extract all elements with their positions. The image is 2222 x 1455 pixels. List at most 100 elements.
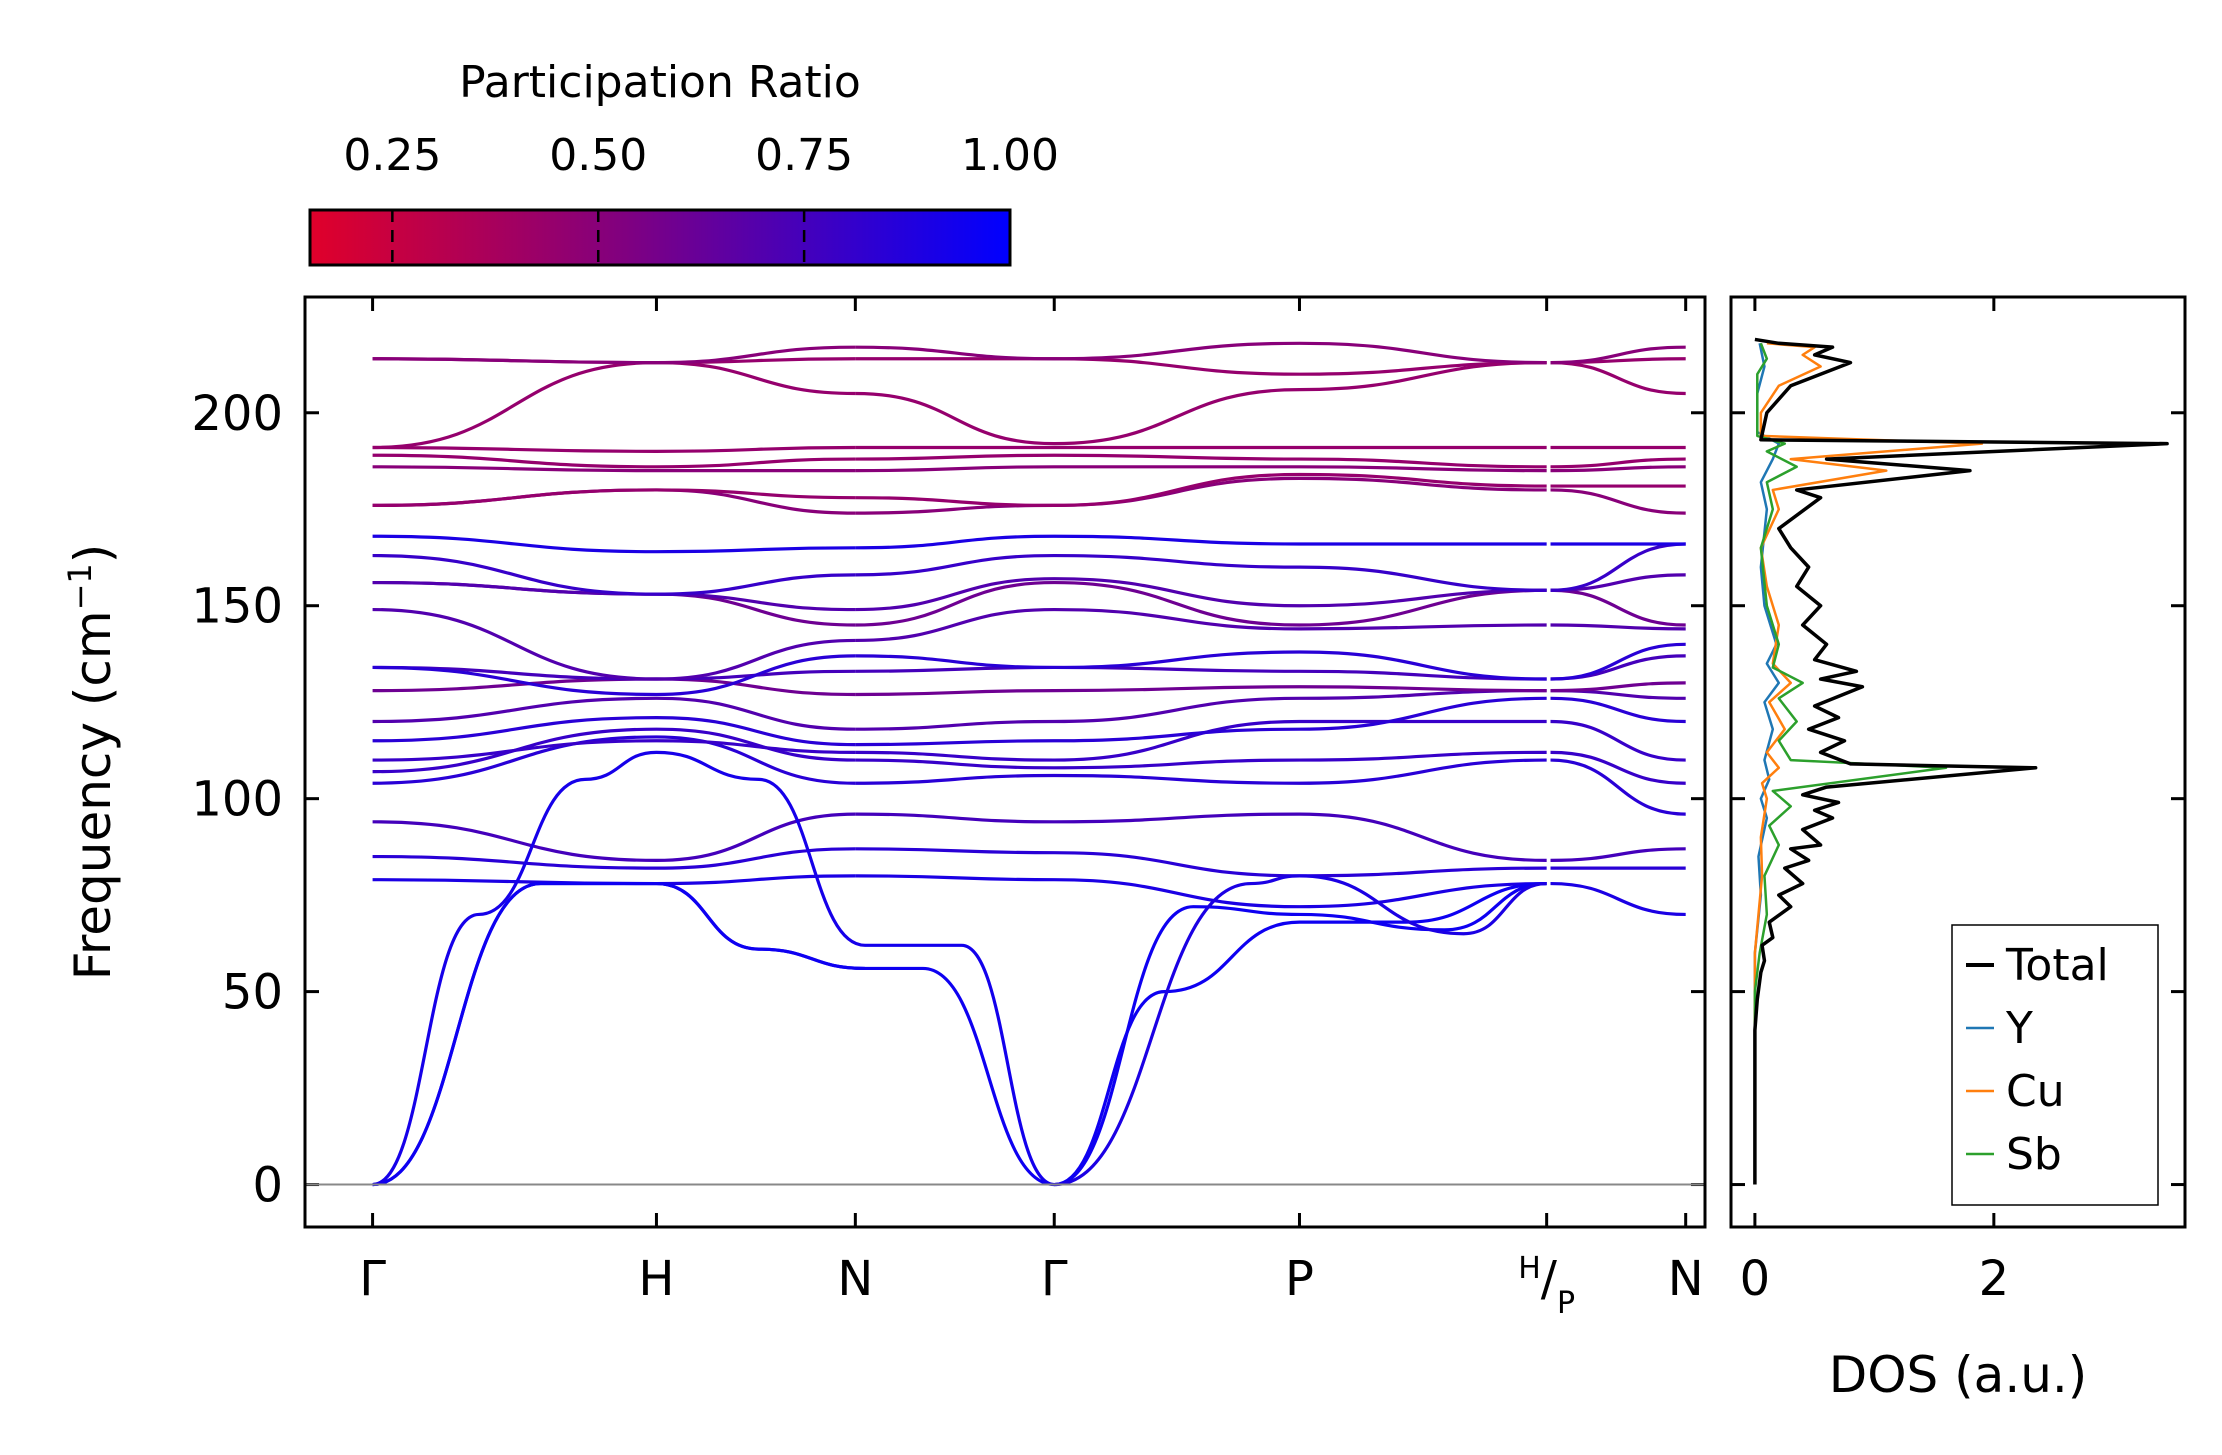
band-line — [855, 719, 1547, 762]
band-line — [855, 453, 1547, 469]
kpoint-label: N — [1668, 1251, 1704, 1307]
dos-line-cu — [1753, 342, 1984, 1185]
band-line — [372, 735, 856, 785]
band-lines — [372, 341, 1686, 1187]
band-line — [1550, 345, 1686, 365]
band-line — [1550, 588, 1686, 627]
band-line — [1550, 758, 1686, 816]
kpoint-label: H — [638, 1251, 674, 1307]
colorbar-tick-label: 1.00 — [961, 130, 1059, 181]
y-tick-label: 0 — [252, 1158, 283, 1214]
band-line — [1550, 642, 1686, 681]
band-line — [372, 345, 856, 365]
band-line — [855, 758, 1547, 785]
band-line — [372, 812, 856, 863]
kpoint-label: H/P — [1518, 1251, 1575, 1321]
band-line — [1550, 847, 1686, 863]
kpoint-label: P — [1285, 1251, 1314, 1307]
acoustic-band-line — [865, 943, 1055, 1187]
dos-x-tick-label: 0 — [1740, 1251, 1771, 1307]
band-line — [372, 553, 856, 596]
band-line — [855, 476, 1547, 515]
kpoint-label: Γ — [359, 1251, 386, 1307]
band-line — [855, 465, 1547, 473]
band-line — [372, 580, 856, 612]
band-line — [1550, 457, 1686, 469]
band-line — [855, 812, 1547, 863]
y-tick-label: 150 — [191, 579, 283, 635]
band-line — [372, 654, 856, 697]
dos-line-total — [1753, 337, 2169, 1185]
band-line — [1550, 881, 1686, 917]
band-line — [372, 488, 856, 515]
acoustic-band-line — [372, 881, 866, 1187]
band-line — [855, 847, 1547, 878]
band-line — [372, 361, 856, 450]
dos-x-tick-label: 2 — [1979, 1251, 2010, 1307]
colorbar: Participation Ratio 0.25 0.50 0.75 1.00 — [308, 57, 1059, 267]
y-tick-label: 200 — [191, 386, 283, 442]
band-line — [855, 357, 1547, 376]
band-line — [855, 689, 1547, 731]
band-line — [855, 553, 1547, 592]
band-line — [1550, 488, 1686, 515]
y-axis-label-sup: −1 — [61, 563, 99, 610]
acoustic-band-line — [372, 881, 866, 1187]
kpoint-label: N — [837, 1251, 873, 1307]
band-line — [1550, 719, 1686, 762]
dos-frame — [1729, 295, 2187, 1229]
dos-x-axis-label: DOS (a.u.) — [1829, 1346, 2088, 1404]
band-line — [372, 739, 856, 762]
dos-line-sb — [1753, 342, 1948, 1185]
band-line — [1550, 654, 1686, 681]
colorbar-tick-label: 0.75 — [755, 130, 853, 181]
y-axis-label-base: Frequency (cm — [64, 610, 122, 980]
band-line — [372, 696, 856, 731]
band-line — [372, 607, 856, 681]
band-line — [372, 465, 856, 473]
legend-label: Total — [2005, 940, 2109, 991]
band-line — [855, 874, 1547, 909]
band-line — [1550, 465, 1686, 473]
kpoint-label-sub: P — [1557, 1286, 1575, 1321]
band-line — [1550, 750, 1686, 785]
acoustic-band-line — [865, 966, 1055, 1187]
band-frame — [303, 295, 1707, 1229]
band-line — [1550, 623, 1686, 631]
band-line — [855, 750, 1547, 770]
band-line — [372, 453, 856, 469]
kpoint-label-sep: / — [1541, 1251, 1558, 1307]
legend-label: Y — [2005, 1003, 2033, 1054]
band-line — [372, 445, 856, 453]
band-line — [1550, 542, 1686, 592]
y-axis-label-close: ) — [64, 544, 122, 564]
dos-lines — [1753, 337, 2169, 1185]
band-line — [855, 696, 1547, 747]
band-line — [855, 650, 1547, 681]
kpoint-label: Γ — [1041, 1251, 1068, 1307]
band-line — [855, 580, 1547, 627]
band-line — [855, 607, 1547, 643]
band-line — [1550, 681, 1686, 693]
band-line — [372, 727, 856, 774]
band-line — [855, 361, 1547, 446]
acoustic-band-line — [1054, 874, 1547, 1187]
legend-box — [1951, 924, 2159, 1206]
colorbar-tick-label: 0.25 — [343, 130, 441, 181]
band-line — [855, 534, 1547, 550]
band-line — [372, 534, 856, 554]
band-line — [855, 577, 1547, 612]
kpoint-label-main: H — [1518, 1251, 1541, 1286]
acoustic-band-line — [1054, 881, 1547, 1187]
colorbar-title: Participation Ratio — [459, 57, 861, 108]
band-line — [1550, 696, 1686, 724]
legend: Total Y Cu Sb — [1951, 924, 2159, 1206]
acoustic-band-line — [372, 750, 866, 1187]
y-tick-label: 50 — [222, 965, 283, 1021]
band-line — [855, 685, 1547, 697]
